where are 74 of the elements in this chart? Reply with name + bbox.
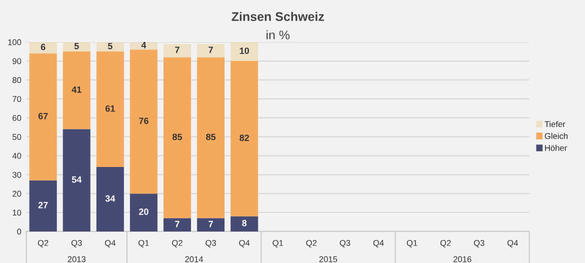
x-tick-label: Q4 bbox=[373, 240, 384, 248]
y-tick-label: 100 bbox=[8, 39, 22, 46]
legend-label: Gleich bbox=[544, 132, 568, 139]
x-tick-label: Q4 bbox=[105, 240, 116, 248]
x-tick-label: Q2 bbox=[172, 240, 182, 248]
data-label: 7 bbox=[208, 220, 213, 228]
data-label: 8 bbox=[242, 220, 247, 226]
y-tick-label: 0 bbox=[17, 228, 22, 235]
bar bbox=[230, 216, 258, 232]
x-tick-label: Q3 bbox=[340, 240, 350, 248]
bar bbox=[164, 218, 192, 232]
bar bbox=[230, 61, 258, 216]
bar bbox=[164, 44, 192, 58]
data-label: 27 bbox=[38, 202, 48, 208]
data-label: 41 bbox=[72, 86, 82, 93]
text: 2014 bbox=[185, 256, 204, 262]
bar bbox=[62, 52, 90, 130]
data-label: 5 bbox=[74, 42, 79, 50]
x-tick-label: Q1 bbox=[272, 240, 284, 248]
bar bbox=[130, 50, 158, 194]
x-tick-label: Q2 bbox=[440, 240, 451, 248]
x-tick-label: Q3 bbox=[474, 240, 484, 248]
data-label: 20 bbox=[139, 208, 148, 215]
legend-label: Tiefer bbox=[544, 120, 566, 128]
data-label: 34 bbox=[105, 195, 116, 202]
data-label: 7 bbox=[175, 46, 180, 53]
legend-label: Höher bbox=[545, 144, 567, 151]
data-label: 82 bbox=[240, 134, 249, 142]
data-label: 5 bbox=[108, 42, 112, 50]
bar bbox=[29, 53, 57, 180]
bar bbox=[230, 42, 258, 62]
x-tick-label: Q2 bbox=[38, 240, 48, 248]
data-label: 4 bbox=[141, 42, 146, 48]
x-tick-label: Q4 bbox=[507, 240, 518, 248]
x-tick-label: Q2 bbox=[306, 240, 317, 248]
bar bbox=[29, 42, 57, 54]
x-tick-label: Q3 bbox=[206, 240, 216, 248]
y-tick-label: 20 bbox=[12, 190, 22, 197]
y-tick-label: 40 bbox=[12, 152, 22, 159]
bar bbox=[197, 57, 225, 218]
y-tick-label: 80 bbox=[12, 77, 22, 84]
data-label: 54 bbox=[72, 176, 82, 183]
bar bbox=[96, 167, 124, 232]
x-tick-label: Q4 bbox=[239, 240, 250, 248]
text: 2013 bbox=[68, 256, 86, 262]
y-tick-label: 70 bbox=[12, 96, 22, 102]
data-label: 7 bbox=[208, 46, 213, 53]
data-label: 67 bbox=[38, 112, 48, 120]
y-tick-label: 10 bbox=[12, 210, 22, 216]
x-tick-label: Q3 bbox=[71, 240, 82, 248]
y-tick-label: 60 bbox=[12, 115, 22, 121]
bar bbox=[62, 129, 90, 232]
chart-title: Zinsen Schweiz bbox=[232, 12, 324, 22]
data-label: 10 bbox=[240, 48, 249, 54]
bar bbox=[197, 218, 225, 232]
text: 2015 bbox=[319, 256, 338, 262]
data-label: 76 bbox=[139, 118, 148, 124]
data-label: 6 bbox=[40, 44, 46, 50]
bar bbox=[130, 194, 158, 232]
bar bbox=[96, 52, 124, 168]
y-tick-label: 50 bbox=[12, 134, 22, 140]
data-label: 85 bbox=[172, 134, 182, 140]
data-label: 61 bbox=[105, 105, 115, 112]
data-label: 85 bbox=[206, 134, 216, 140]
bar bbox=[29, 180, 57, 232]
chart-subtitle: in % bbox=[266, 30, 290, 40]
y-tick-label: 90 bbox=[12, 58, 22, 64]
bar bbox=[197, 44, 225, 58]
bar bbox=[164, 57, 192, 218]
text: 2016 bbox=[453, 256, 472, 262]
data-label: 7 bbox=[175, 220, 180, 228]
x-tick-label: Q1 bbox=[406, 240, 418, 248]
y-tick-label: 30 bbox=[12, 172, 22, 178]
x-tick-label: Q1 bbox=[138, 240, 149, 248]
